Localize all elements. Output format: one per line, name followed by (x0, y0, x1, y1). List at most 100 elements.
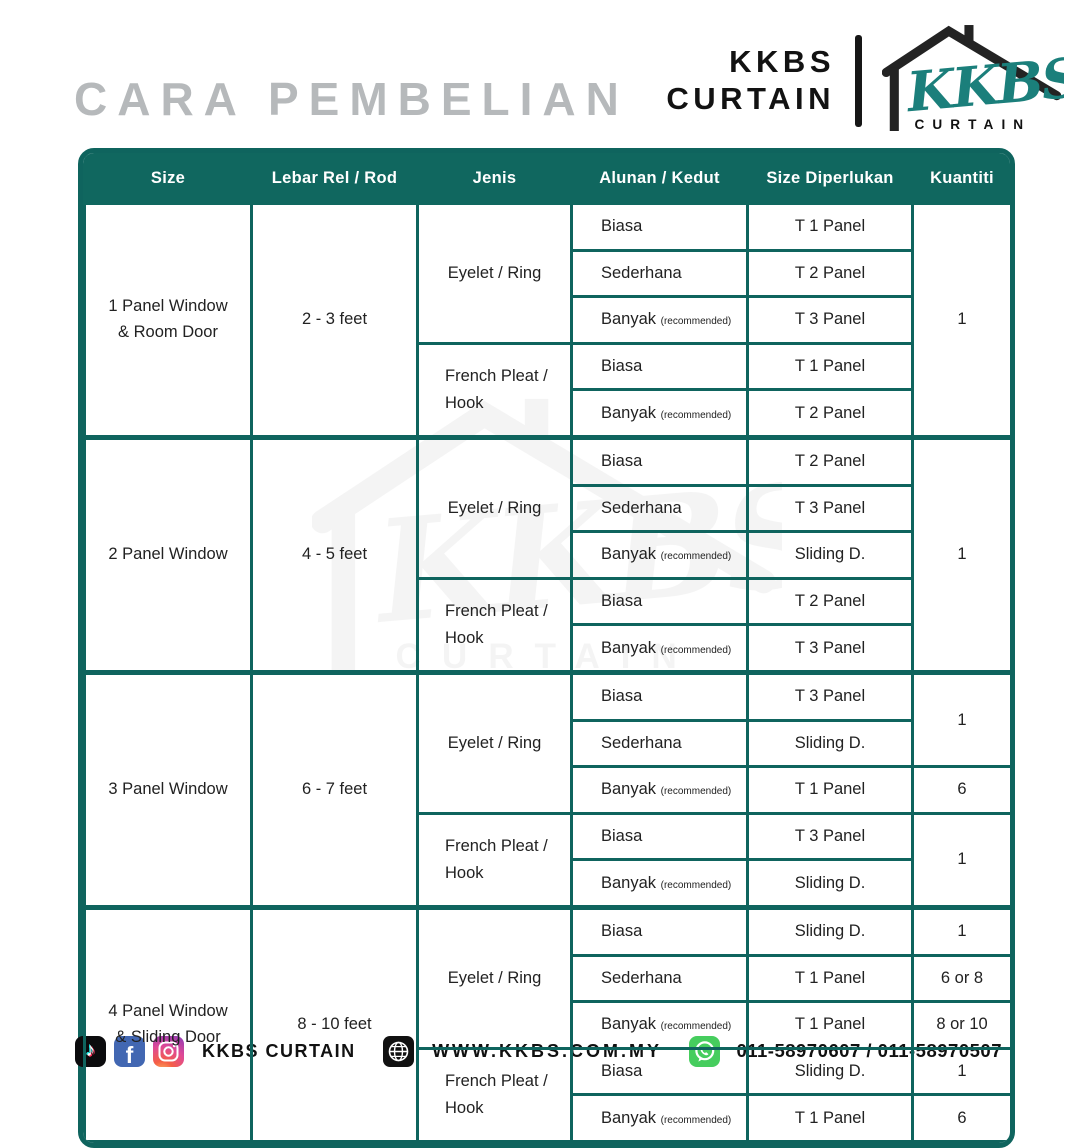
required-size-cell: T 3 Panel (746, 295, 914, 345)
table-row: French Pleat / Hook Biasa T 1 Panel (85, 341, 1011, 439)
type-cell: French Pleat / Hook (416, 1046, 573, 1143)
required-size-cell: T 1 Panel (746, 341, 914, 392)
pleat-style-cell: Sederhana (570, 953, 749, 1004)
pleat-style-label: Banyak (601, 638, 657, 657)
kkbs-house-logo-icon: KKBS CURTAIN (881, 25, 1080, 132)
required-size-cell: T 2 Panel (746, 434, 914, 487)
quantity-cell: 1 (911, 1046, 1010, 1097)
brand-logo: KKBS CURTAIN (881, 22, 1080, 140)
table-row: 2 Panel Window 4 - 5 feet Eyelet / Ring … (83, 434, 1010, 674)
required-size-cell: T 1 Panel (746, 200, 914, 252)
pleat-style-label: Banyak (601, 780, 657, 799)
pleat-style-label: Biasa (601, 217, 643, 236)
table-section-3: 3 Panel Window 6 - 7 feet Eyelet / Ring … (83, 669, 1011, 909)
required-size-cell: Sliding D. (746, 1046, 914, 1097)
table-row: Banyak (recommended) T 1 Panel 8 or 10 (85, 1000, 1010, 1050)
pleat-style-label: Banyak (601, 403, 657, 422)
required-size-cell: Sliding D. (746, 858, 914, 909)
size-cell: 2 Panel Window (83, 434, 253, 674)
table-row: 4 Panel Window & Sliding Door 8 - 10 fee… (83, 904, 1010, 1143)
quantity-cell: 1 (911, 434, 1010, 674)
recommended-label: (recommended) (660, 316, 732, 328)
purchase-guide-table: KKBS CURTAIN Size Lebar Rel / Rod Jenis … (78, 148, 1015, 1148)
type-cell: French Pleat / Hook (416, 341, 573, 439)
required-size-cell: T 1 Panel (746, 765, 914, 815)
recommended-label: (recommended) (660, 409, 732, 421)
required-size-cell: T 3 Panel (746, 669, 914, 722)
required-size-cell: T 3 Panel (746, 811, 914, 862)
pleat-style-cell: Sederhana (570, 483, 749, 534)
required-size-cell: T 2 Panel (746, 576, 914, 627)
pleat-style-cell: Banyak (recommended) (570, 765, 749, 815)
table-row: French Pleat / Hook Biasa T 2 Panel (85, 576, 1011, 674)
quantity-cell: 6 (911, 765, 1010, 815)
type-cell: Eyelet / Ring (416, 200, 573, 345)
col-header-jenis: Jenis (416, 153, 573, 205)
recommended-label: (recommended) (660, 1114, 732, 1126)
table-section-2: 2 Panel Window 4 - 5 feet Eyelet / Ring … (83, 434, 1011, 674)
table-row: Sederhana Sliding D. (85, 718, 1011, 769)
size-line2: & Sliding Door (115, 1027, 221, 1046)
required-size-cell: T 2 Panel (746, 248, 914, 299)
pleat-style-cell: Biasa (570, 669, 749, 722)
pleat-style-cell: Biasa (570, 341, 749, 392)
pleat-style-cell: Sederhana (570, 718, 749, 769)
size-cell: 3 Panel Window (83, 669, 253, 909)
quantity-cell: 8 or 10 (911, 1000, 1010, 1050)
pleat-style-label: Banyak (601, 1015, 657, 1034)
table-row: Sederhana T 1 Panel 6 or 8 (85, 953, 1010, 1004)
width-range-cell: 6 - 7 feet (250, 669, 419, 909)
brand-name-line2: CURTAIN (666, 81, 835, 116)
required-size-cell: Sliding D. (746, 904, 914, 957)
table-row: Banyak (recommended) T 3 Panel (85, 623, 1011, 674)
type-cell: Eyelet / Ring (416, 669, 573, 815)
size-line2: & Room Door (118, 322, 218, 341)
pleat-style-label: Biasa (601, 687, 643, 706)
pleat-style-label: Biasa (601, 357, 643, 376)
table-row: French Pleat / Hook Biasa T 3 Panel 1 (85, 811, 1010, 909)
size-line1: 4 Panel Window (108, 1002, 228, 1021)
type-cell: Eyelet / Ring (416, 434, 573, 580)
table-section-4: 4 Panel Window & Sliding Door 8 - 10 fee… (83, 904, 1010, 1143)
pleat-style-cell: Banyak (recommended) (570, 295, 749, 345)
required-size-cell: T 3 Panel (746, 623, 914, 674)
required-size-cell: Sliding D. (746, 530, 914, 580)
pleat-style-cell: Banyak (recommended) (570, 1093, 749, 1143)
pleat-style-label: Banyak (601, 873, 657, 892)
recommended-label: (recommended) (660, 786, 732, 798)
type-line1: French Pleat / (445, 366, 548, 385)
quantity-cell: 6 or 8 (911, 953, 1010, 1004)
pleat-style-label: Sederhana (601, 968, 682, 987)
type-line2: Hook (445, 863, 484, 882)
recommended-label: (recommended) (660, 879, 732, 891)
page-title: CARA PEMBELIAN (74, 73, 629, 125)
quantity-cell: 1 (911, 811, 1010, 909)
required-size-cell: T 1 Panel (746, 1000, 914, 1050)
pleat-style-cell: Sederhana (570, 248, 749, 299)
pleat-style-label: Sederhana (601, 498, 682, 517)
pleat-style-cell: Banyak (recommended) (570, 623, 749, 674)
table-row: Sederhana T 2 Panel (85, 248, 1011, 299)
col-header-size: Size (83, 153, 253, 205)
type-cell: French Pleat / Hook (416, 576, 573, 674)
quantity-cell: 1 (911, 200, 1010, 439)
pleat-style-cell: Banyak (recommended) (570, 858, 749, 909)
quantity-cell: 1 (911, 669, 1010, 769)
type-line1: French Pleat / (445, 836, 548, 855)
pleat-style-cell: Banyak (recommended) (570, 388, 749, 439)
required-size-cell: T 3 Panel (746, 483, 914, 534)
quantity-cell: 1 (911, 904, 1010, 957)
pleat-style-cell: Banyak (recommended) (570, 530, 749, 580)
pleat-style-label: Sederhana (601, 263, 682, 282)
brand-divider (855, 35, 862, 127)
size-cell: 1 Panel Window & Room Door (83, 200, 253, 439)
required-size-cell: T 2 Panel (746, 388, 914, 439)
type-line2: Hook (445, 393, 484, 412)
pleat-style-label: Banyak (601, 310, 657, 329)
header-row: Size Lebar Rel / Rod Jenis Alunan / Kedu… (83, 153, 1010, 205)
pleat-style-label: Sederhana (601, 733, 682, 752)
table-row: 1 Panel Window & Room Door 2 - 3 feet Ey… (83, 200, 1010, 439)
pleat-style-cell: Biasa (570, 576, 749, 627)
pleat-style-cell: Biasa (570, 1046, 749, 1097)
table-row: Banyak (recommended) Sliding D. (85, 858, 1011, 909)
